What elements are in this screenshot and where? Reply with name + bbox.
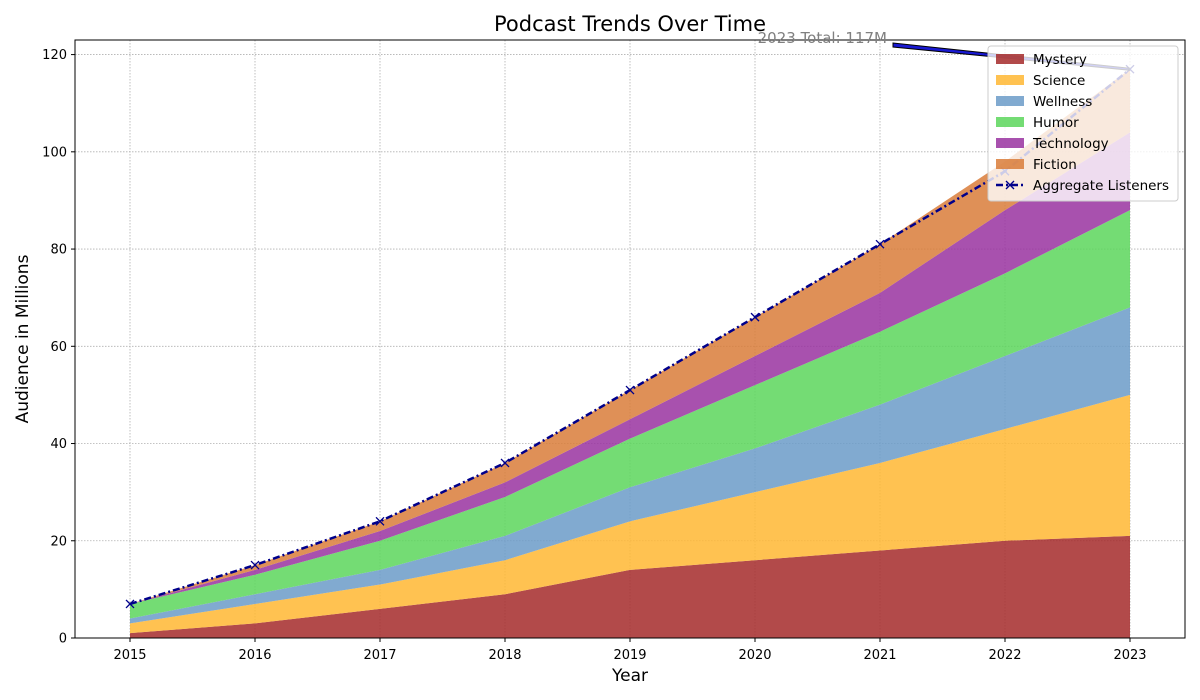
x-tick-label: 2020 [738,648,771,663]
legend-swatch [996,75,1024,85]
y-tick-label: 60 [50,340,67,355]
x-tick-label: 2021 [863,648,896,663]
x-tick-label: 2015 [113,648,146,663]
area-science [130,394,1130,634]
marker-stroke [125,599,135,609]
x-tick-label: 2023 [1113,648,1146,663]
y-tick-label: 100 [42,145,67,160]
legend-label: Humor [1033,115,1079,131]
chart-title: Podcast Trends Over Time [494,12,766,36]
marker-stroke [250,560,260,570]
legend-swatch [996,54,1024,64]
marker-stroke [750,312,760,322]
y-tick-label: 40 [50,437,67,452]
aggregate-point [875,239,885,249]
legend-entry: Humor [996,115,1079,131]
area-mystery [130,535,1130,638]
x-tick-label: 2022 [988,648,1021,663]
legend-label: Mystery [1033,52,1087,68]
legend-label: Technology [1032,136,1109,152]
aggregate-point [375,516,385,526]
legend-label: Fiction [1033,157,1077,173]
aggregate-point [625,385,635,395]
legend-entry: Technology [996,136,1109,152]
legend-entry: Aggregate Listeners [996,178,1169,194]
stacked-areas [130,69,1130,638]
y-tick-label: 20 [50,534,67,549]
legend-swatch [996,96,1024,106]
legend-swatch [996,117,1024,127]
axis-ticks: 2015 2016 2017 2018 2019 2020 2021 2022 2023 0 20 4… [42,48,1146,663]
y-axis-label: Audience in Millions [13,254,33,423]
legend-entry: Science [996,73,1085,89]
legend-entry: Fiction [996,157,1077,173]
y-tick-label: 80 [50,243,67,258]
legend-label: Science [1033,73,1085,89]
x-axis-label: Year [611,666,648,686]
marker-stroke [625,385,635,395]
legend-swatch [996,138,1024,148]
legend-swatch [996,159,1024,169]
x-tick-label: 2017 [363,648,396,663]
legend-marker [1005,180,1015,190]
legend-entry: Wellness [996,94,1092,110]
legend: Mystery Science Wellness Humor Technology Fic… [987,45,1179,202]
legend-entry: Mystery [996,52,1087,68]
aggregate-point [750,312,760,322]
marker-stroke [875,239,885,249]
legend-box [987,45,1179,202]
y-tick-label: 0 [59,632,67,647]
y-tick-label: 120 [42,48,67,63]
aggregate-line-layer [125,64,1135,609]
x-tick-label: 2016 [238,648,271,663]
x-tick-label: 2019 [613,648,646,663]
marker-stroke [375,516,385,526]
legend-label: Wellness [1033,94,1092,110]
aggregate-point [500,458,510,468]
annotation-text: 2023 Total: 117M [758,29,887,47]
x-tick-label: 2018 [488,648,521,663]
aggregate-point [125,599,135,609]
marker-stroke [500,458,510,468]
legend-label: Aggregate Listeners [1033,178,1169,194]
aggregate-point [250,560,260,570]
